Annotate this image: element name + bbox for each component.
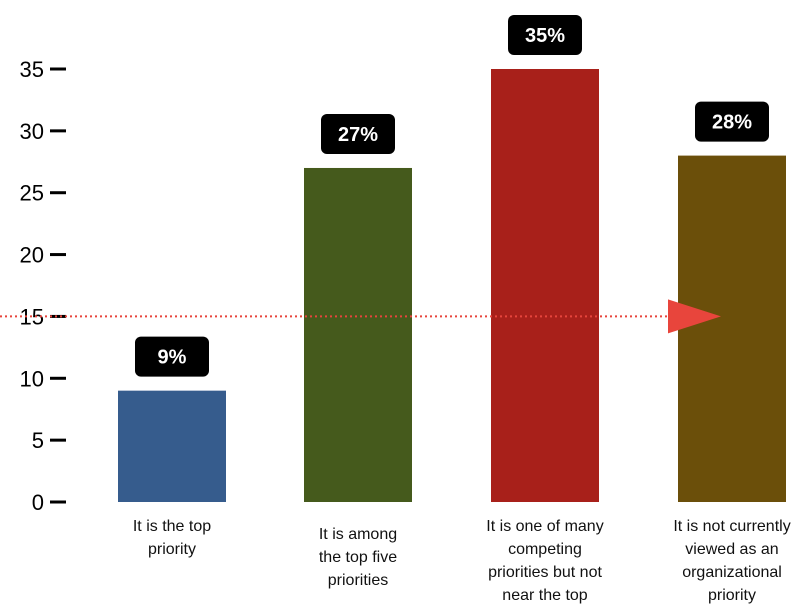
- x-category-label: It is the top: [133, 518, 211, 535]
- data-label-box: [321, 113, 395, 154]
- x-category-label: near the top: [502, 587, 588, 604]
- data-label-box: [508, 15, 582, 55]
- x-category-label: organizational: [682, 564, 782, 581]
- x-category-label: It is one of many: [486, 518, 603, 535]
- bar: [304, 167, 412, 502]
- x-category-label: priority: [148, 541, 196, 558]
- data-label: 28%: [712, 112, 752, 134]
- y-tick-label: 20: [20, 243, 44, 268]
- data-label: 9%: [158, 347, 187, 369]
- x-category-label: priorities: [328, 572, 388, 589]
- data-label-box: [695, 101, 769, 142]
- y-tick-label: 25: [20, 181, 44, 206]
- bars: [118, 69, 786, 502]
- data-labels: 9% 27% 35% 28%: [135, 15, 769, 377]
- x-category-label: competing: [508, 541, 582, 558]
- x-category-label: viewed as an: [685, 541, 778, 558]
- bar: [491, 69, 599, 502]
- y-tick-label: 35: [20, 57, 44, 82]
- y-tick-label: 0: [32, 490, 44, 515]
- y-tick-label: 10: [20, 366, 44, 391]
- x-category-label: priorities but not: [488, 564, 602, 581]
- data-label-box: [135, 336, 209, 377]
- bar: [678, 155, 786, 502]
- x-category-label: It is among: [319, 526, 397, 543]
- bar: [118, 390, 226, 502]
- x-category-label: priority: [708, 587, 756, 604]
- reference-line-group: [0, 299, 721, 334]
- x-category-label: the top five: [319, 549, 397, 566]
- y-tick-label: 5: [32, 428, 44, 453]
- data-label: 35%: [525, 25, 565, 47]
- arrow-icon: [668, 299, 721, 334]
- x-category-label: It is not currently: [673, 518, 790, 535]
- data-label: 27%: [338, 124, 378, 146]
- x-axis-labels: It is the top priority It is among the top …: [133, 518, 791, 604]
- y-tick-label: 30: [20, 119, 44, 144]
